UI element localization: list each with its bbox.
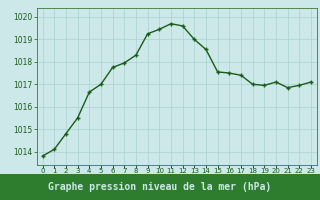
Text: Graphe pression niveau de la mer (hPa): Graphe pression niveau de la mer (hPa) (48, 182, 272, 192)
